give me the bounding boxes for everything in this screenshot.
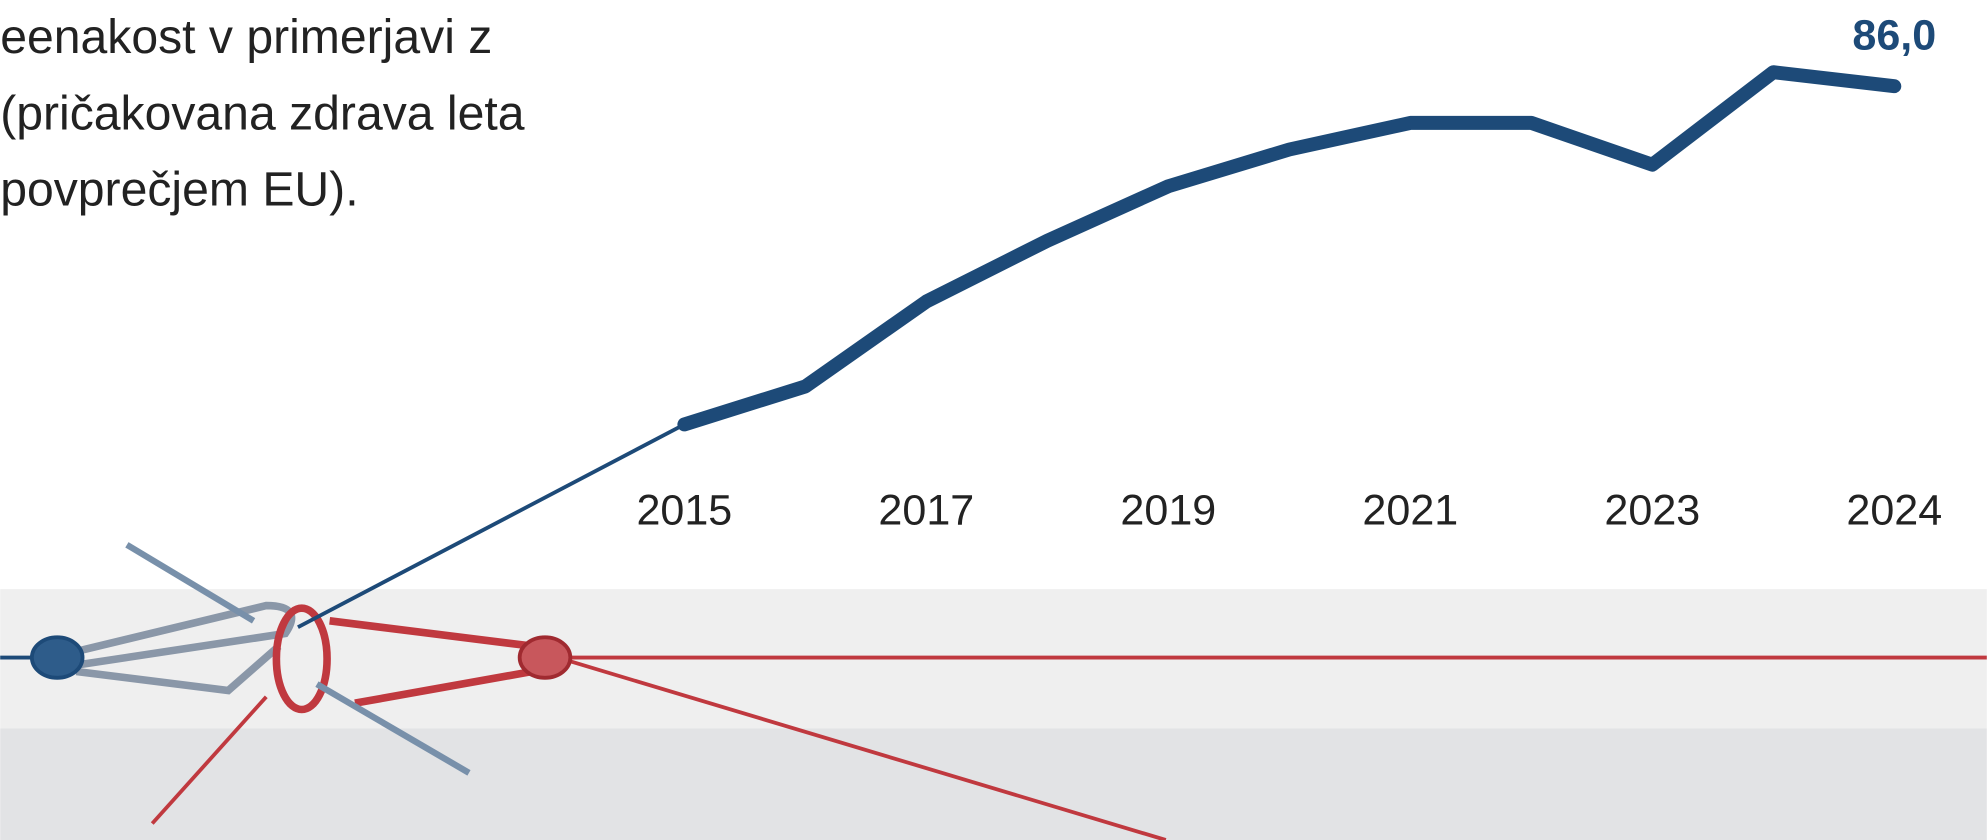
x-tick-label: 2023 [1604,486,1700,534]
x-tick-label: 2019 [1120,486,1216,534]
knot [32,637,83,678]
title-line: (pričakovana zdrava leta [0,86,525,140]
value-label: 86,0 [1852,11,1936,59]
page: eenakost v primerjavi z (pričakovana zdr… [0,0,1987,840]
title-line: povprečjem EU). [0,162,358,216]
x-tick-label: 2021 [1362,486,1458,534]
x-tick-label: 2017 [878,486,974,534]
chart: eenakost v primerjavi z (pričakovana zdr… [0,0,1987,840]
title-line: eenakost v primerjavi z [0,10,492,64]
knot [520,637,571,678]
x-tick-label: 2015 [636,486,732,534]
band-dark [0,729,1987,840]
x-tick-label: 2024 [1846,486,1942,534]
